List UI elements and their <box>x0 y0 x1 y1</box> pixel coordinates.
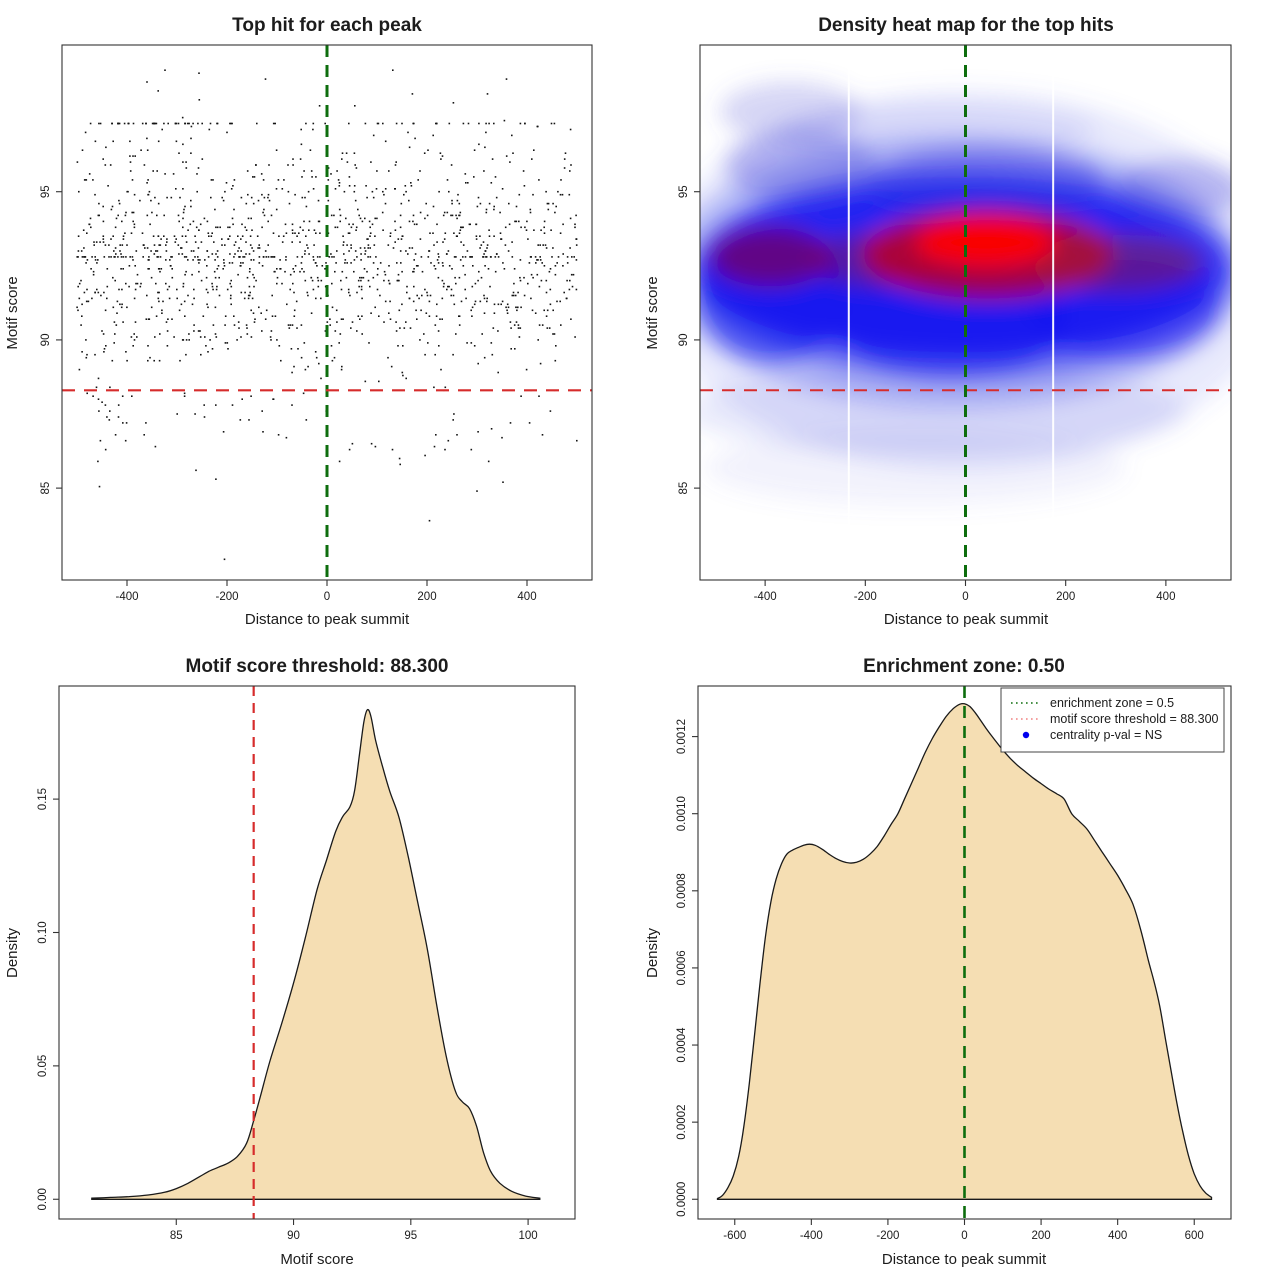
legend-box <box>1000 687 1225 753</box>
score-density-svg: Motif score threshold: 88.300 Motif scor… <box>4 656 576 1268</box>
y-tick-label: 0.15 <box>37 788 49 810</box>
y-tick-label: 0.0000 <box>676 1182 688 1217</box>
plot-area: enrichment zone = 0.5 motif score thresho… <box>676 685 1232 1242</box>
x-axis-label: Distance to peak summit <box>882 1251 1047 1268</box>
x-axis-label: Motif score <box>280 1251 353 1268</box>
plot-area: -400 -200 0 200 400 85 90 95 <box>40 44 593 603</box>
y-tick-label: 85 <box>40 482 52 495</box>
heatmap-svg: Density heat map for the top hits Distan… <box>644 15 1232 628</box>
x-tick-label: -600 <box>723 1230 746 1242</box>
x-tick-label: 400 <box>1156 591 1175 603</box>
x-tick-label: 600 <box>1185 1230 1204 1242</box>
legend: enrichment zone = 0.5 motif score thresho… <box>1000 687 1225 753</box>
x-tick-label: 100 <box>518 1230 537 1242</box>
x-tick-label: 0 <box>961 1230 967 1242</box>
plot-area: -400 -200 0 200 400 85 90 95 <box>678 44 1232 603</box>
plot-frame: -400 -200 0 200 400 85 90 95 <box>678 44 1232 603</box>
y-tick-label: 0.05 <box>37 1055 49 1077</box>
density-curve <box>91 708 541 1200</box>
x-tick-label: 200 <box>1056 591 1075 603</box>
x-tick-label: 95 <box>404 1230 417 1242</box>
y-tick-label: 0.0012 <box>676 719 688 754</box>
plot-frame: -400 -200 0 200 400 85 90 95 <box>40 44 593 603</box>
scatter-svg: Top hit for each peak Distance to peak s… <box>4 15 593 628</box>
y-tick-label: 90 <box>678 334 690 347</box>
x-tick-label: -400 <box>754 591 777 603</box>
y-tick-label: 85 <box>678 482 690 495</box>
x-tick-label: -200 <box>876 1230 899 1242</box>
distance-density-panel: Enrichment zone: 0.50 Distance to peak s… <box>640 640 1280 1280</box>
x-tick-label: 90 <box>287 1230 300 1242</box>
scatter-points <box>76 69 578 561</box>
x-tick-label: -400 <box>800 1230 823 1242</box>
y-tick-label: 0.0006 <box>676 950 688 985</box>
score-density-panel: Motif score threshold: 88.300 Motif scor… <box>0 640 640 1280</box>
x-tick-label: 200 <box>1031 1230 1050 1242</box>
scatter-panel: Top hit for each peak Distance to peak s… <box>0 0 640 640</box>
y-tick-label: 95 <box>40 185 52 198</box>
x-tick-label: -400 <box>115 591 138 603</box>
y-axis-label: Motif score <box>644 276 661 349</box>
heatmap-area <box>700 45 1231 580</box>
y-tick-label: 0.00 <box>37 1188 49 1210</box>
legend-swatch-dot <box>1022 731 1030 739</box>
x-tick-label: 0 <box>962 591 968 603</box>
legend-item-label: enrichment zone = 0.5 <box>1050 696 1174 710</box>
heatmap-panel: Density heat map for the top hits Distan… <box>640 0 1280 640</box>
chart-title: Top hit for each peak <box>232 15 422 36</box>
chart-title: Motif score threshold: 88.300 <box>186 656 449 677</box>
y-tick-label: 95 <box>678 185 690 198</box>
y-tick-label: 0.0010 <box>676 796 688 831</box>
chart-title: Density heat map for the top hits <box>818 15 1114 36</box>
y-tick-label: 0.0004 <box>676 1027 688 1063</box>
x-tick-label: -200 <box>854 591 877 603</box>
x-tick-label: 85 <box>170 1230 183 1242</box>
distance-density-svg: Enrichment zone: 0.50 Distance to peak s… <box>644 656 1232 1268</box>
y-axis-label: Density <box>4 927 21 978</box>
x-tick-label: 0 <box>324 591 330 603</box>
chart-title: Enrichment zone: 0.50 <box>863 656 1065 677</box>
x-tick-label: 200 <box>417 591 436 603</box>
y-axis-label: Density <box>644 927 661 978</box>
plot-frame: -600 -400 -200 0 200 400 600 0.0000 0.0002 0.0004… <box>676 685 1232 1242</box>
x-tick-label: 400 <box>517 591 536 603</box>
x-axis-label: Distance to peak summit <box>884 611 1049 628</box>
y-tick-label: 0.0008 <box>676 873 688 908</box>
x-tick-label: -200 <box>215 591 238 603</box>
y-tick-label: 90 <box>40 334 52 347</box>
y-axis-label: Motif score <box>4 276 21 349</box>
x-tick-label: 400 <box>1108 1230 1127 1242</box>
plot-area: 85 90 95 100 0.00 0.05 0.10 0.15 <box>37 685 576 1242</box>
y-tick-label: 0.10 <box>37 921 49 943</box>
density-blobs <box>700 82 1231 506</box>
plot-frame: 85 90 95 100 0.00 0.05 0.10 0.15 <box>37 685 576 1242</box>
legend-item-label: centrality p-val = NS <box>1050 728 1162 742</box>
legend-item-label: motif score threshold = 88.300 <box>1050 712 1219 726</box>
x-axis-label: Distance to peak summit <box>245 611 410 628</box>
y-tick-label: 0.0002 <box>676 1105 688 1140</box>
